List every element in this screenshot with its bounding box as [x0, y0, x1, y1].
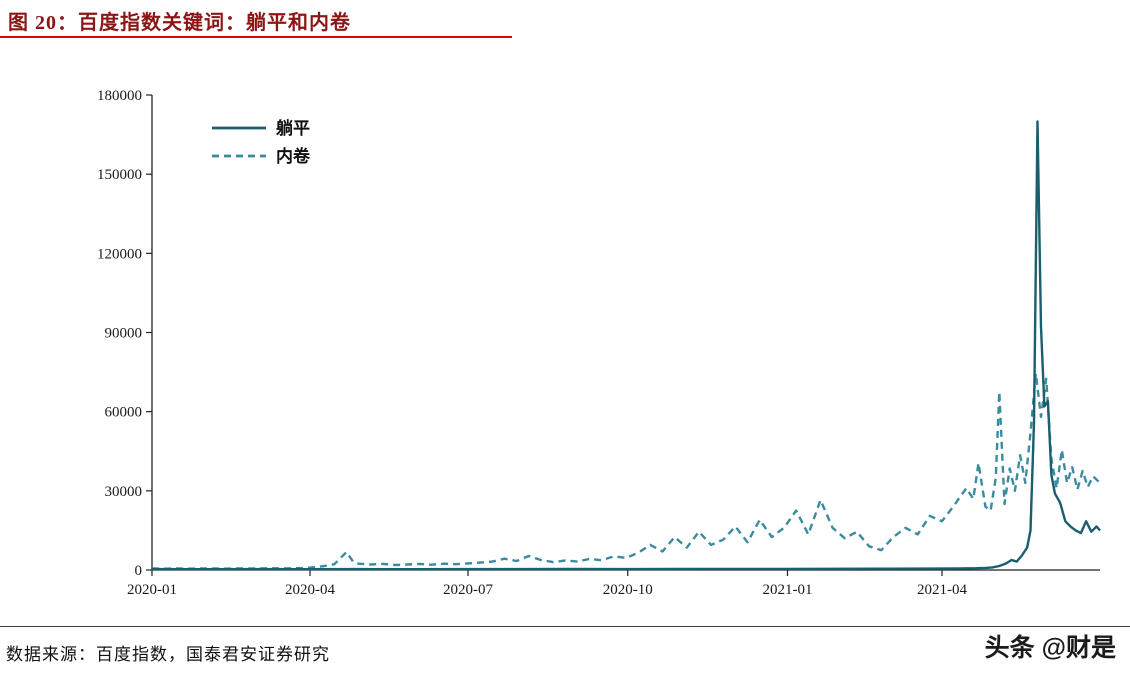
series-tangping-line — [151, 120, 1101, 571]
y-tick-label: 150000 — [97, 167, 142, 183]
data-source-note: 数据来源：百度指数，国泰君安证券研究 — [6, 645, 330, 664]
y-tick-label: 180000 — [97, 88, 142, 104]
figure-title: 图 20：百度指数关键词：躺平和内卷 — [8, 12, 351, 34]
y-tick-label: 60000 — [105, 405, 143, 421]
x-tick-label: 2020-10 — [603, 582, 653, 598]
x-tick-label: 2021-01 — [762, 582, 812, 598]
x-tick-label: 2020-01 — [127, 582, 177, 598]
x-tick-label: 2020-04 — [285, 582, 335, 598]
y-tick-label: 90000 — [105, 326, 143, 342]
legend-label-tangping: 躺平 — [276, 118, 310, 138]
x-tick-label: 2021-04 — [917, 582, 967, 598]
title-underline — [0, 36, 512, 38]
y-tick-label: 120000 — [97, 246, 142, 262]
x-tick-label: 2020-07 — [443, 582, 493, 598]
watermark: 头条 @财是 — [984, 634, 1116, 662]
y-tick-label: 30000 — [105, 484, 143, 500]
y-tick-label: 0 — [135, 563, 143, 579]
footer-divider — [0, 626, 1130, 627]
series-neijuan-line — [151, 372, 1101, 570]
legend-label-neijuan: 内卷 — [276, 146, 311, 166]
